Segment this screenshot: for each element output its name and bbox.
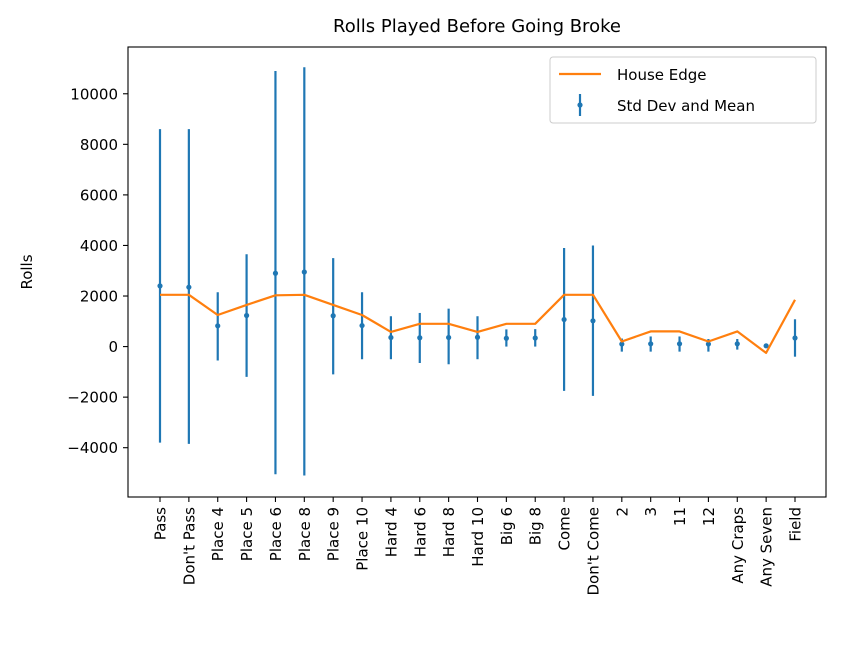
mean-point xyxy=(272,270,279,276)
legend-box xyxy=(549,56,817,124)
x-tick-label: Big 6 xyxy=(498,507,516,545)
mean-point xyxy=(446,334,452,341)
x-tick-label: 2 xyxy=(613,507,631,517)
mean-point xyxy=(648,341,654,347)
mean-point xyxy=(474,334,481,340)
mean-point xyxy=(503,335,509,341)
mean-point xyxy=(705,341,712,347)
x-tick-label: Hard 6 xyxy=(411,507,429,557)
mean-point xyxy=(243,312,250,319)
legend-errorbar-dot xyxy=(577,102,583,108)
y-tick-label: 0 xyxy=(108,338,118,356)
mean-point xyxy=(330,313,336,319)
y-tick-label: 8000 xyxy=(80,136,118,154)
y-tick-label: 4000 xyxy=(80,237,118,255)
y-tick-label: −2000 xyxy=(67,389,118,407)
x-tick-label: Place 6 xyxy=(267,507,285,561)
x-tick-label: Come xyxy=(556,507,574,551)
y-tick-label: 6000 xyxy=(80,186,118,204)
y-tick-label: −4000 xyxy=(67,439,118,457)
x-tick-label: Don't Come xyxy=(584,507,602,596)
x-tick-label: Don't Pass xyxy=(180,507,198,585)
x-tick-label: Any Seven xyxy=(758,507,776,587)
legend: House Edge Std Dev and Mean xyxy=(549,56,817,124)
mean-point xyxy=(359,322,365,329)
chart-title: Rolls Played Before Going Broke xyxy=(333,16,621,37)
legend-label-house-edge: House Edge xyxy=(617,66,707,84)
x-tick-label: Hard 4 xyxy=(382,507,400,557)
y-tick-label: 10000 xyxy=(70,85,118,103)
x-tick-label: Place 4 xyxy=(209,507,227,561)
x-tick-label: Hard 10 xyxy=(469,507,487,567)
mean-point xyxy=(532,335,538,341)
x-tick-label: 11 xyxy=(671,507,689,526)
x-tick-label: Pass xyxy=(152,507,170,540)
x-tick-label: Field xyxy=(787,507,805,542)
mean-point xyxy=(676,341,683,347)
x-ticks: Pass Don't Pass Place 4 Place 5 Place 6 Place… xyxy=(152,497,805,596)
mean-point xyxy=(763,343,769,349)
plot-frame xyxy=(127,46,827,498)
mean-point xyxy=(301,269,307,275)
mean-point xyxy=(590,318,596,324)
x-tick-label: Place 8 xyxy=(296,507,314,561)
mean-point xyxy=(792,335,798,341)
mean-point xyxy=(561,316,567,323)
x-tick-label: Place 10 xyxy=(354,507,372,571)
house-edge-line xyxy=(160,293,796,354)
y-axis-label: Rolls xyxy=(18,254,36,289)
x-tick-label: Hard 8 xyxy=(440,507,458,557)
mean-point xyxy=(215,323,221,329)
x-tick-label: Place 9 xyxy=(325,507,343,561)
mean-point xyxy=(186,284,192,290)
y-tick-label: 2000 xyxy=(80,288,118,306)
legend-label-std-dev: Std Dev and Mean xyxy=(617,97,755,115)
mean-point xyxy=(388,334,394,341)
x-tick-label: Place 5 xyxy=(238,507,256,561)
x-tick-label: 12 xyxy=(700,507,718,526)
x-tick-label: Any Craps xyxy=(729,507,747,584)
mean-point xyxy=(734,341,740,347)
mean-point xyxy=(619,341,625,347)
mean-point xyxy=(157,283,163,289)
x-tick-label: Big 8 xyxy=(527,507,545,545)
mean-point xyxy=(417,335,423,341)
y-ticks: −4000 −2000 0 2000 4000 6000 8000 10000 xyxy=(67,85,128,457)
errorbar-series xyxy=(157,67,798,476)
x-tick-label: 3 xyxy=(642,507,660,517)
